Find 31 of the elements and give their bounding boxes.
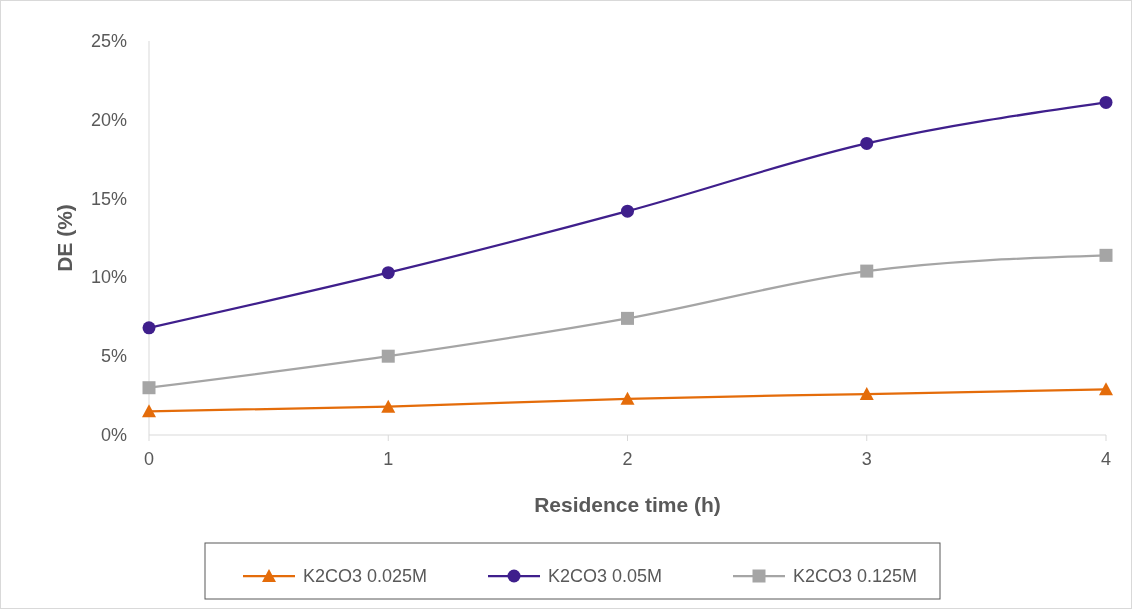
y-tick-label: 10% [90,267,127,288]
point [620,391,635,405]
y-tick-label: 15% [90,188,127,209]
point [1099,248,1113,262]
x-tick-label: 2 [622,449,633,469]
point [381,266,395,280]
x-tick-label: 3 [861,449,872,469]
point [860,264,874,278]
legend-label: K2CO3 0.05M [548,566,663,586]
point [142,321,156,335]
x-axis-title: Residence time (h) [534,493,721,516]
y-tick-label: 5% [100,346,127,367]
legend-label: K2CO3 0.025M [303,566,428,586]
point [381,399,396,413]
y-tick-label: 20% [90,109,127,130]
x-tick-label: 0 [143,449,155,469]
point [621,204,634,218]
y-axis-title: DE (%) [53,204,76,272]
point [381,349,395,363]
point [1099,95,1113,109]
x-tick-label: 4 [1100,449,1112,469]
point [860,136,874,150]
point [621,311,634,325]
x-tick-label: 1 [383,449,394,469]
point [142,381,156,395]
point [1099,382,1113,396]
legend-label: K2CO3 0.125M [793,566,918,586]
y-tick-label: 25% [90,31,127,51]
y-tick-label: 0% [100,425,127,445]
point [142,404,156,418]
point [859,387,874,401]
